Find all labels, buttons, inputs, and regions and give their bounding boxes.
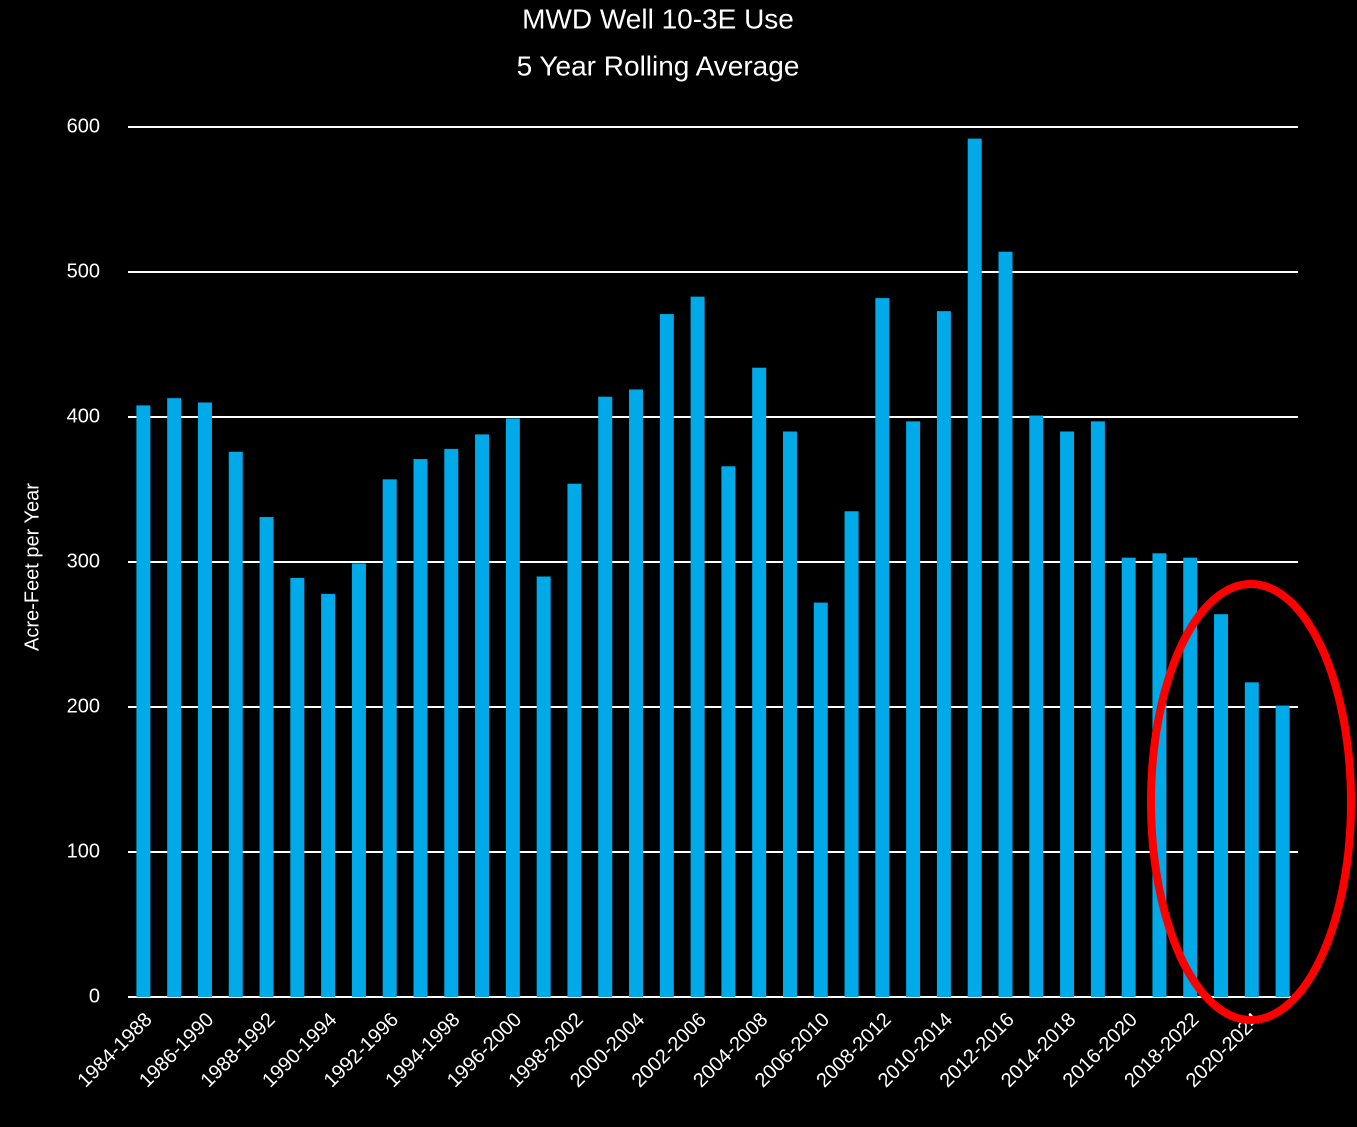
y-tick-label: 500 <box>67 260 100 282</box>
bar <box>752 367 767 997</box>
y-axis-label: Acre-Feet per Year <box>21 483 43 651</box>
bar <box>906 421 921 998</box>
bar <box>998 251 1013 997</box>
plot-area: 01002003004005006001984-19881986-1990198… <box>67 115 1298 1092</box>
y-tick-label: 100 <box>67 840 100 862</box>
bar <box>382 479 397 998</box>
bar <box>1244 682 1259 997</box>
bar <box>844 511 859 997</box>
y-tick-label: 0 <box>89 985 100 1007</box>
bar <box>536 576 551 997</box>
bar <box>567 483 582 997</box>
bar <box>659 314 674 997</box>
chart-title: MWD Well 10-3E Use <box>522 3 794 34</box>
chart-subtitle: 5 Year Rolling Average <box>517 50 800 81</box>
bar <box>1121 557 1136 997</box>
bar <box>1214 614 1229 997</box>
bar <box>967 138 982 998</box>
bar <box>351 563 366 997</box>
bar <box>444 448 459 997</box>
y-tick-label: 200 <box>67 695 100 717</box>
bar <box>413 459 428 997</box>
bar <box>259 517 274 997</box>
bar <box>721 466 736 997</box>
bar <box>936 311 951 997</box>
bar <box>1029 415 1044 997</box>
bar <box>197 402 212 997</box>
bar <box>1090 421 1105 998</box>
bar <box>321 593 336 997</box>
bar <box>690 296 705 997</box>
bar <box>136 405 151 997</box>
bar <box>1060 431 1075 997</box>
y-tick-label: 400 <box>67 405 100 427</box>
bar <box>167 398 182 997</box>
bar <box>875 298 890 998</box>
bar <box>1275 705 1290 997</box>
bar <box>782 431 797 997</box>
y-tick-label: 300 <box>67 550 100 572</box>
bar <box>1183 557 1198 997</box>
bar <box>629 389 644 997</box>
bar <box>598 396 613 997</box>
bar <box>813 602 828 997</box>
bar <box>475 434 490 997</box>
highlight-ellipse <box>1147 580 1355 1024</box>
bar <box>290 577 305 997</box>
bar <box>505 418 520 997</box>
y-tick-label: 600 <box>67 115 100 137</box>
bar <box>228 451 243 997</box>
